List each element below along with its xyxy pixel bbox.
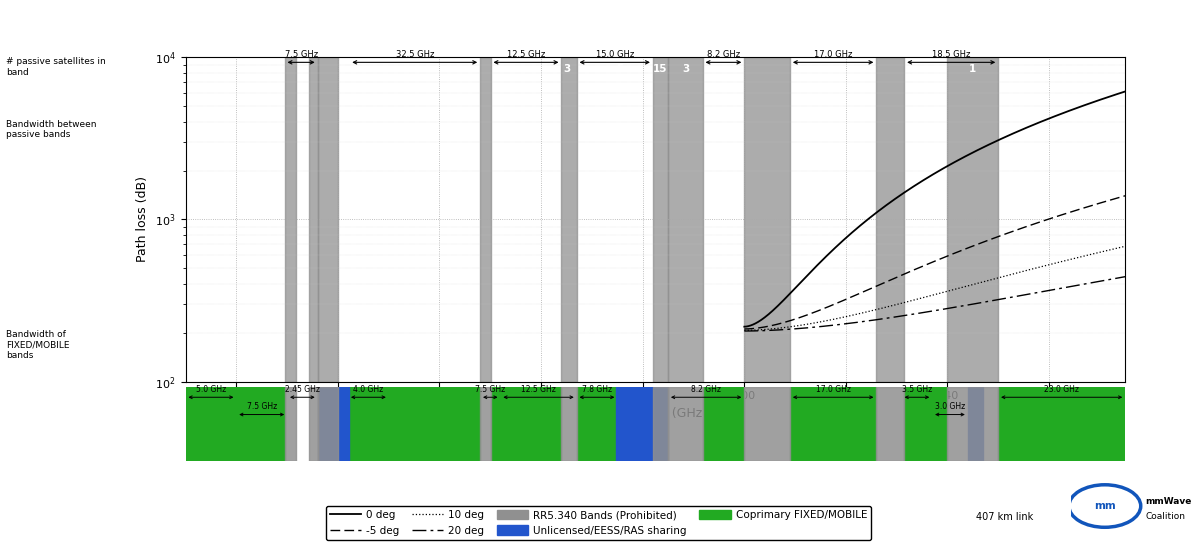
Bar — [652, 387, 668, 461]
Bar — [317, 387, 350, 461]
Bar — [668, 57, 703, 382]
0 deg — [925, 172, 940, 178]
-5 deg — [925, 259, 940, 265]
Text: 407 km link: 407 km link — [976, 512, 1033, 523]
20 deg — [776, 326, 790, 333]
-5 deg — [776, 319, 790, 326]
20 deg — [925, 308, 940, 314]
Bar — [309, 57, 317, 382]
Text: 7.5 GHz: 7.5 GHz — [475, 385, 505, 393]
Bar — [350, 387, 480, 461]
Line: 20 deg: 20 deg — [745, 277, 1125, 331]
Text: 3.0 GHz: 3.0 GHz — [935, 402, 965, 411]
Bar — [876, 387, 904, 461]
Text: Coalition: Coalition — [1146, 512, 1185, 521]
Line: -5 deg: -5 deg — [745, 196, 1125, 329]
Text: 5: 5 — [616, 64, 624, 74]
Text: 15: 15 — [654, 64, 668, 74]
Text: 17.0 GHz: 17.0 GHz — [814, 50, 852, 59]
10 deg — [776, 324, 790, 331]
Text: 7.5 GHz: 7.5 GHz — [247, 402, 277, 411]
Bar — [668, 387, 703, 461]
10 deg — [925, 292, 940, 299]
Text: mmWave: mmWave — [1146, 496, 1192, 506]
-5 deg — [1118, 192, 1132, 199]
10 deg — [875, 305, 889, 311]
Bar — [285, 387, 297, 461]
Bar — [186, 387, 285, 461]
X-axis label: Frequency (GHz): Frequency (GHz) — [603, 407, 707, 420]
0 deg — [875, 205, 889, 211]
Text: 15.0 GHz: 15.0 GHz — [596, 50, 634, 59]
Bar — [285, 57, 297, 382]
Bar — [947, 387, 998, 461]
Bar — [309, 387, 317, 461]
Text: Bandwidth between
passive bands: Bandwidth between passive bands — [6, 120, 97, 140]
0 deg — [776, 298, 790, 305]
Text: 3: 3 — [563, 64, 570, 74]
Text: 1: 1 — [970, 64, 977, 74]
Bar — [317, 387, 338, 461]
Bar — [998, 387, 1125, 461]
Bar — [561, 387, 577, 461]
Y-axis label: Path loss (dB): Path loss (dB) — [136, 177, 150, 262]
20 deg — [1118, 274, 1132, 280]
Bar — [652, 57, 668, 382]
Bar — [480, 57, 491, 382]
Line: 10 deg: 10 deg — [745, 246, 1125, 330]
Text: 32.5 GHz: 32.5 GHz — [395, 50, 435, 59]
Text: mm: mm — [1094, 501, 1116, 511]
Bar — [745, 57, 790, 382]
Bar — [577, 387, 616, 461]
Text: 12.5 GHz: 12.5 GHz — [506, 50, 545, 59]
Line: 0 deg: 0 deg — [745, 92, 1125, 326]
Bar — [652, 387, 668, 461]
Bar — [317, 57, 338, 382]
Bar — [790, 387, 876, 461]
Text: 18.5 GHz: 18.5 GHz — [932, 50, 971, 59]
Text: 4.0 GHz: 4.0 GHz — [353, 385, 383, 393]
Bar — [745, 387, 790, 461]
Text: 7.5 GHz: 7.5 GHz — [285, 50, 317, 59]
Bar — [491, 387, 561, 461]
Bar — [561, 57, 577, 382]
Text: 3.5 GHz: 3.5 GHz — [901, 385, 932, 393]
Text: Bandwidth of
FIXED/MOBILE
bands: Bandwidth of FIXED/MOBILE bands — [6, 330, 69, 360]
Text: 12.5 GHz: 12.5 GHz — [521, 385, 555, 393]
Bar — [480, 387, 491, 461]
Text: # passive satellites in
band: # passive satellites in band — [6, 57, 105, 77]
Text: 8.2 GHz: 8.2 GHz — [707, 50, 740, 59]
Text: 3: 3 — [682, 64, 689, 74]
Text: 8.2 GHz: 8.2 GHz — [691, 385, 721, 393]
Legend: 0 deg, -5 deg, 10 deg, 20 deg, RR5.340 Bands (Prohibited), Unlicensed/EESS/RAS s: 0 deg, -5 deg, 10 deg, 20 deg, RR5.340 B… — [326, 506, 871, 540]
Bar — [967, 387, 983, 461]
Text: 5.0 GHz: 5.0 GHz — [196, 385, 226, 393]
Bar — [616, 387, 652, 461]
Bar — [876, 57, 904, 382]
Bar — [703, 387, 745, 461]
Bar — [904, 387, 947, 461]
Text: 7.8 GHz: 7.8 GHz — [582, 385, 612, 393]
Text: 2.45 GHz: 2.45 GHz — [285, 385, 320, 393]
0 deg — [1118, 88, 1132, 95]
10 deg — [1118, 243, 1132, 250]
-5 deg — [875, 280, 889, 287]
20 deg — [875, 316, 889, 322]
Text: 23.0 GHz: 23.0 GHz — [1044, 385, 1080, 393]
Text: 17.0 GHz: 17.0 GHz — [815, 385, 851, 393]
Bar — [947, 57, 998, 382]
